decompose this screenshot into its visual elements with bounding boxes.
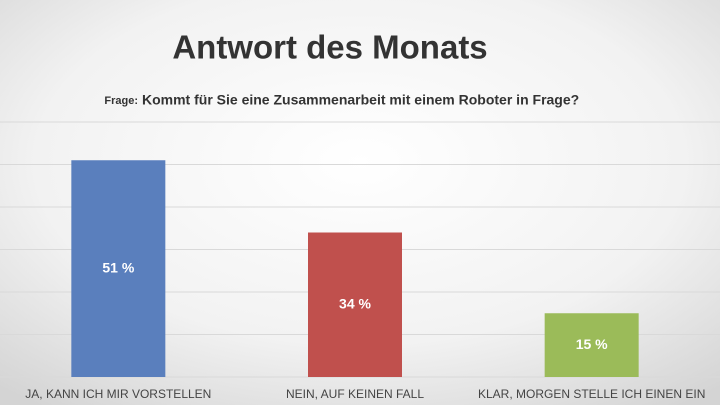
x-tick-label: NEIN, AUF KEINEN FALL [286, 387, 424, 401]
subtitle: Kommt für Sie eine Zusammenarbeit mit ei… [142, 92, 579, 108]
bar [544, 313, 639, 377]
value-label: 51 % [102, 259, 134, 275]
subtitle-label: Frage: [104, 95, 138, 107]
bar [308, 232, 402, 377]
x-tick-label: JA, KANN ICH MIR VORSTELLEN [25, 387, 211, 401]
bar [71, 160, 166, 377]
value-label: 34 % [339, 295, 371, 311]
x-tick-label: KLAR, MORGEN STELLE ICH EINEN EIN [478, 387, 705, 401]
chart-title: Antwort des Monats [172, 29, 487, 66]
value-label: 15 % [576, 336, 608, 352]
